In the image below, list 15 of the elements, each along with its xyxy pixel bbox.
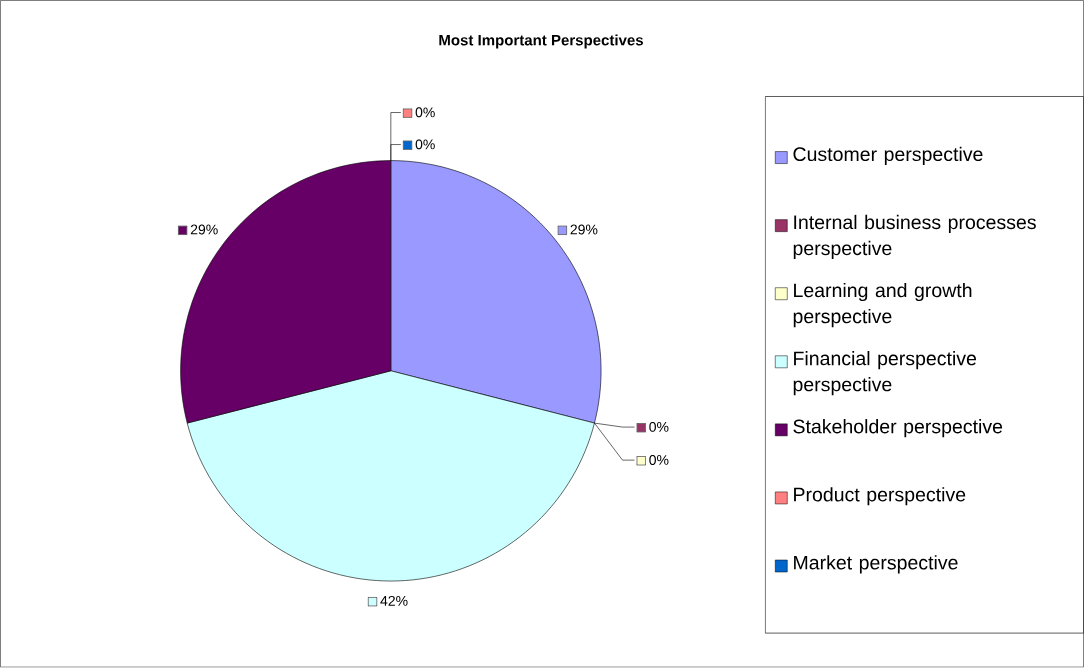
data-label: 29% [570, 224, 598, 235]
text: 0% [415, 139, 435, 150]
legend-label: Product perspective [794, 487, 966, 506]
data-label: 29% [190, 224, 218, 235]
data-label: 42% [380, 596, 408, 607]
legend-label: Learning and growth perspective [793, 283, 972, 328]
legend-label: Market perspective [794, 555, 958, 574]
legend-label: Internal business processes perspective [793, 215, 1036, 260]
legend-label: Financial perspective perspective [793, 351, 977, 396]
legend-label: Stakeholder perspective [793, 419, 1003, 438]
text: 0% [415, 107, 435, 118]
text: 0% [649, 422, 669, 433]
text: 0% [649, 455, 669, 466]
chart-title: Most Important Perspectives [439, 34, 643, 49]
legend-label: Customer perspective [793, 146, 983, 166]
